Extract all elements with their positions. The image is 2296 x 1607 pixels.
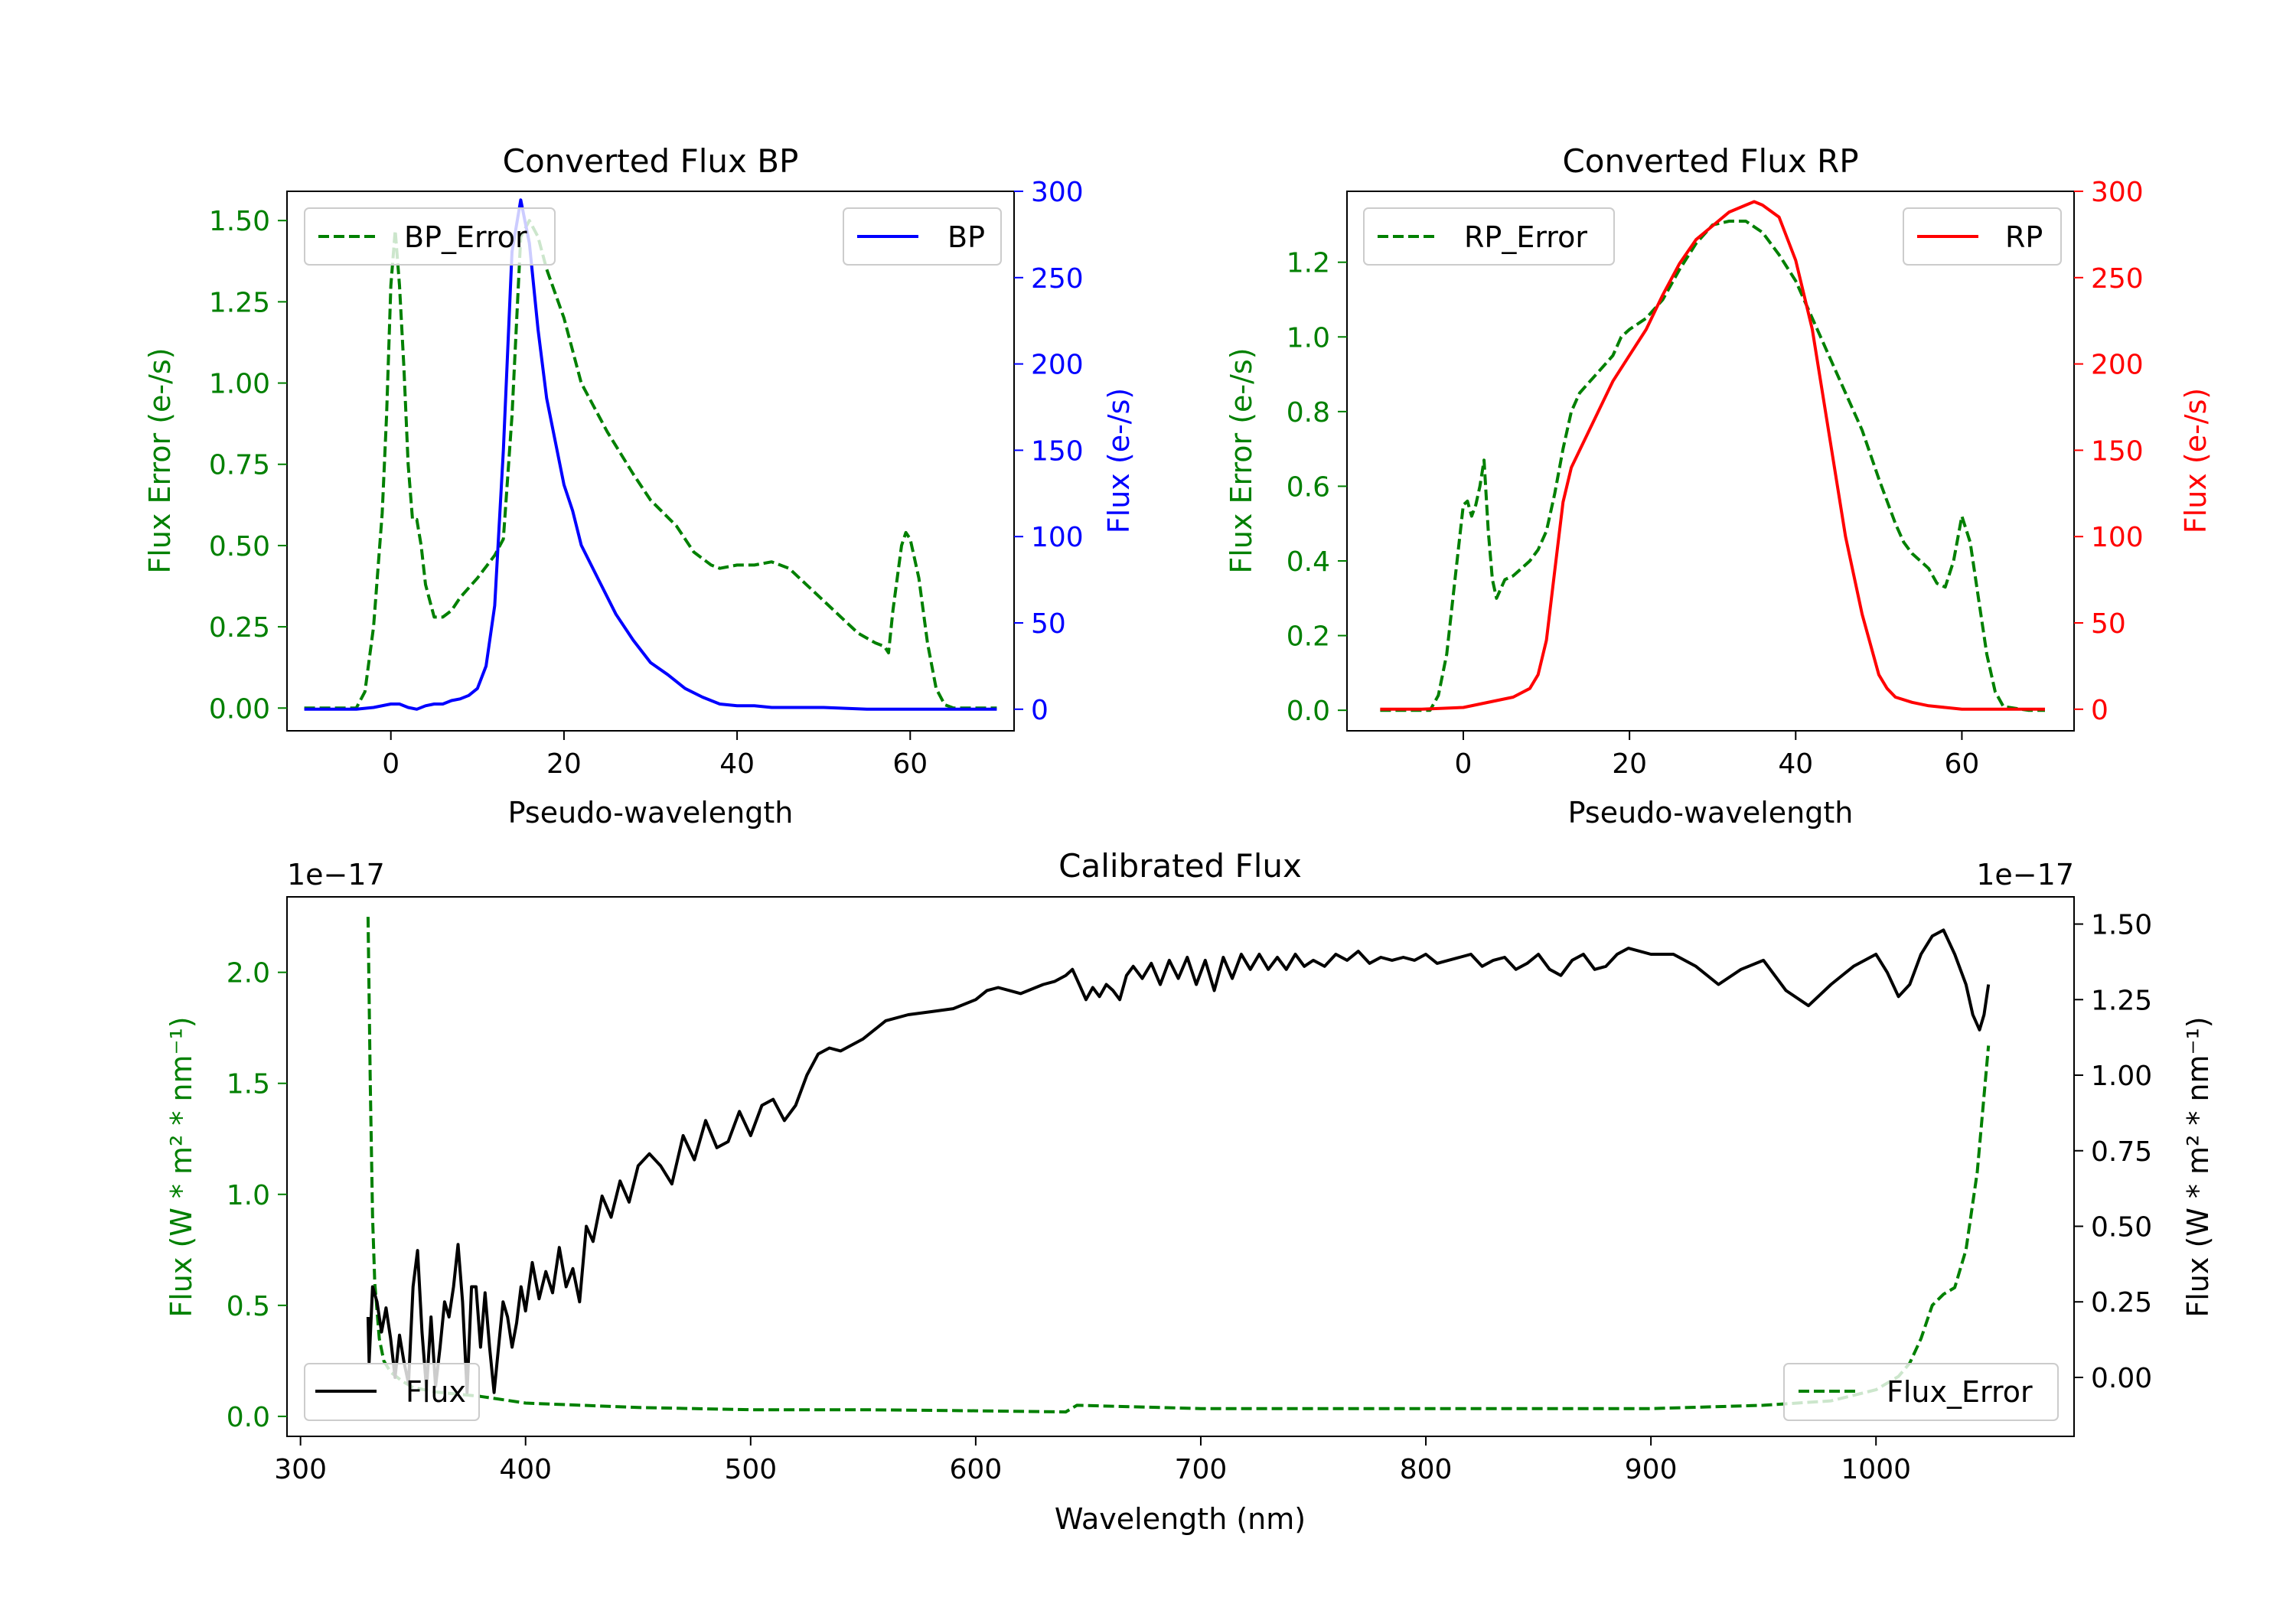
rp-flux-line [1380, 200, 2045, 711]
calibrated-ytick-right-label: 1.25 [2091, 985, 2152, 1016]
calibrated-xtick-label: 700 [1175, 1454, 1228, 1485]
bp-xtick-label: 40 [719, 748, 755, 780]
rp-ytick-left-label: 0.0 [1287, 696, 1330, 727]
bp-ytick-right-label: 50 [1031, 608, 1066, 640]
rp-legend-error-label: RP_Error [1464, 220, 1587, 254]
bp-legend-flux: BP [843, 207, 1002, 266]
calibrated-flux-line [366, 928, 1991, 1394]
bp-xtick-label: 20 [546, 748, 582, 780]
bp-xtick-label: 0 [382, 748, 400, 780]
calibrated-ytick-right-label: 0.75 [2091, 1136, 2152, 1168]
calibrated-ytick-left-label: 2.0 [227, 958, 270, 989]
bp-ytick-left-label: 0.00 [209, 693, 270, 725]
bp-ylabel-right: Flux (e-/s) [1102, 388, 1136, 533]
calibrated-xtick-label: 500 [724, 1454, 777, 1485]
calibrated-legend-error-label: Flux_Error [1887, 1375, 2033, 1409]
calibrated-xtick-label: 1000 [1841, 1454, 1911, 1485]
bp-ytick-right-label: 150 [1031, 435, 1084, 467]
rp-xlabel: Pseudo-wavelength [1568, 796, 1854, 830]
bp-xtick-label: 60 [892, 748, 928, 780]
rp-ytick-left-label: 0.4 [1287, 546, 1330, 578]
rp-xtick-label: 60 [1945, 748, 1980, 780]
calibrated-ytick-left-label: 1.5 [227, 1069, 270, 1100]
bp-legend-error: BP_Error [304, 207, 556, 266]
bp-error-line [304, 219, 997, 710]
calibrated-ytick-right-label: 0.25 [2091, 1287, 2152, 1319]
calibrated-xtick-label: 600 [950, 1454, 1003, 1485]
bp-ytick-right-label: 200 [1031, 350, 1084, 381]
bp-axes-frame [286, 191, 1015, 732]
calibrated-offset-right: 1e−17 [1976, 858, 2074, 892]
calibrated-ytick-right-label: 0.50 [2091, 1212, 2152, 1244]
calibrated-error-line [366, 917, 1991, 1414]
rp-error-line [1380, 220, 2045, 712]
rp-ytick-right-label: 100 [2091, 522, 2144, 553]
calibrated-offset-left: 1e−17 [287, 858, 385, 892]
bp-ytick-right-label: 0 [1031, 695, 1049, 726]
calibrated-ytick-left-label: 0.0 [227, 1402, 270, 1433]
bp-ytick-right-label: 100 [1031, 522, 1084, 553]
rp-legend-flux: RP [1903, 207, 2062, 266]
rp-xtick-label: 20 [1612, 748, 1647, 780]
calibrated-ytick-left-label: 1.0 [227, 1180, 270, 1211]
rp-panel: Converted Flux RP 0 20 40 60 0.0 0.2 0.4 0.6 0.… [1225, 142, 2213, 830]
calibrated-ylabel-left: Flux (W * m² * nm⁻¹) [165, 1016, 198, 1317]
rp-xtick-label: 40 [1778, 748, 1813, 780]
calibrated-xtick-label: 300 [274, 1454, 327, 1485]
bp-panel: Converted Flux BP 0 20 40 60 0.00 0.25 0.50 0.… [143, 142, 1136, 830]
calibrated-xtick-label: 800 [1400, 1454, 1453, 1485]
calibrated-xtick-label: 900 [1625, 1454, 1678, 1485]
rp-ytick-right-label: 150 [2091, 435, 2144, 467]
calibrated-ylabel-right: Flux (W * m² * nm⁻¹) [2181, 1016, 2215, 1317]
calibrated-legend-flux: Flux [304, 1363, 480, 1421]
calibrated-ytick-left-label: 0.5 [227, 1291, 270, 1322]
bp-ytick-left-label: 0.75 [209, 450, 270, 481]
rp-ytick-left-label: 1.2 [1287, 248, 1330, 279]
bp-ytick-left-label: 1.00 [209, 369, 270, 400]
rp-ylabel-left: Flux Error (e-/s) [1225, 347, 1258, 573]
bp-title: Converted Flux BP [503, 142, 799, 180]
calibrated-ytick-right-label: 0.00 [2091, 1363, 2152, 1394]
bp-legend-flux-label: BP [947, 220, 985, 254]
rp-title: Converted Flux RP [1562, 142, 1858, 180]
bp-ytick-right-label: 250 [1031, 263, 1084, 295]
rp-ytick-left-label: 1.0 [1287, 322, 1330, 354]
bp-legend-error-label: BP_Error [404, 220, 527, 254]
rp-ytick-right-label: 50 [2091, 608, 2126, 640]
calibrated-xtick-label: 400 [499, 1454, 552, 1485]
calibrated-xlabel: Wavelength (nm) [1055, 1502, 1306, 1536]
bp-ylabel-left: Flux Error (e-/s) [143, 347, 177, 573]
calibrated-legend-error: Flux_Error [1783, 1363, 2059, 1421]
calibrated-legend-flux-label: Flux [406, 1375, 466, 1409]
rp-ylabel-right: Flux (e-/s) [2179, 388, 2213, 533]
bp-xlabel: Pseudo-wavelength [508, 796, 794, 830]
calibrated-ytick-right-label: 1.50 [2091, 910, 2152, 941]
bp-ytick-left-label: 1.25 [209, 287, 270, 318]
calibrated-ytick-right-label: 1.00 [2091, 1061, 2152, 1092]
bp-ytick-left-label: 0.50 [209, 531, 270, 562]
calibrated-axes-frame [286, 896, 2075, 1437]
rp-xtick-label: 0 [1455, 748, 1473, 780]
rp-ytick-left-label: 0.6 [1287, 471, 1330, 503]
calibrated-title: Calibrated Flux [1058, 847, 1302, 885]
rp-axes-frame [1346, 191, 2075, 732]
rp-ytick-right-label: 0 [2091, 695, 2108, 726]
bp-ytick-left-label: 0.25 [209, 612, 270, 644]
rp-legend-error: RP_Error [1363, 207, 1615, 266]
bp-ytick-right-label: 300 [1031, 177, 1084, 208]
bp-flux-line [304, 198, 997, 711]
calibrated-panel: Calibrated Flux 1e−17 1e−17 300 400 500 600… [165, 847, 2215, 1536]
bp-ytick-left-label: 1.50 [209, 206, 270, 237]
rp-ytick-right-label: 300 [2091, 177, 2144, 208]
rp-legend-flux-label: RP [2005, 220, 2043, 254]
rp-ytick-left-label: 0.2 [1287, 621, 1330, 653]
rp-ytick-right-label: 200 [2091, 350, 2144, 381]
rp-ytick-left-label: 0.8 [1287, 397, 1330, 429]
rp-ytick-right-label: 250 [2091, 263, 2144, 295]
